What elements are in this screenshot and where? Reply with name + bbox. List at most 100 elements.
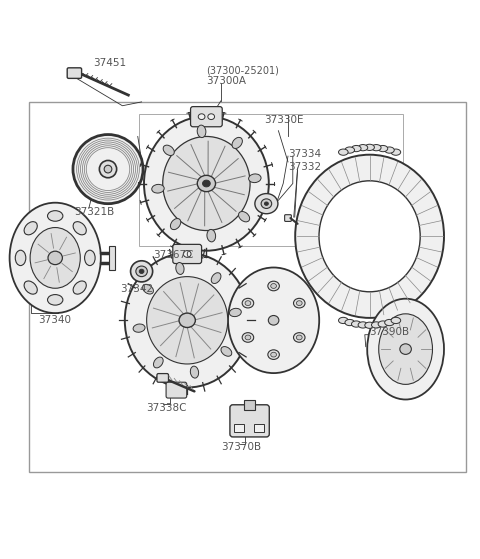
Ellipse shape	[239, 211, 250, 222]
Ellipse shape	[147, 277, 228, 364]
Ellipse shape	[245, 335, 251, 340]
Ellipse shape	[338, 149, 348, 155]
FancyBboxPatch shape	[230, 405, 269, 437]
Ellipse shape	[10, 203, 101, 313]
Ellipse shape	[268, 281, 279, 291]
Ellipse shape	[271, 352, 276, 357]
Ellipse shape	[351, 321, 361, 327]
Ellipse shape	[242, 299, 254, 308]
Ellipse shape	[131, 261, 153, 282]
Ellipse shape	[15, 250, 26, 266]
Text: 37342: 37342	[120, 284, 153, 294]
Ellipse shape	[365, 322, 374, 328]
Ellipse shape	[208, 114, 215, 120]
Ellipse shape	[30, 228, 80, 288]
Ellipse shape	[242, 333, 254, 342]
Ellipse shape	[338, 318, 348, 324]
Ellipse shape	[207, 229, 216, 242]
Ellipse shape	[48, 211, 63, 221]
FancyBboxPatch shape	[157, 373, 168, 382]
Ellipse shape	[319, 181, 420, 292]
Ellipse shape	[372, 145, 381, 151]
Ellipse shape	[296, 301, 302, 306]
Text: 37321B: 37321B	[74, 207, 115, 217]
Ellipse shape	[197, 125, 206, 138]
Ellipse shape	[144, 116, 269, 250]
FancyBboxPatch shape	[285, 215, 291, 221]
Text: 37332: 37332	[288, 162, 321, 172]
Ellipse shape	[24, 222, 37, 235]
Ellipse shape	[293, 333, 305, 342]
Ellipse shape	[400, 344, 411, 354]
Text: 37338C: 37338C	[146, 403, 187, 413]
Ellipse shape	[268, 315, 279, 325]
Ellipse shape	[245, 301, 251, 306]
Ellipse shape	[99, 160, 117, 178]
Ellipse shape	[391, 149, 401, 155]
Ellipse shape	[351, 145, 361, 151]
Ellipse shape	[384, 147, 394, 153]
Text: 37300A: 37300A	[206, 76, 246, 86]
Ellipse shape	[229, 309, 241, 316]
Ellipse shape	[296, 335, 302, 340]
Ellipse shape	[163, 145, 174, 155]
Ellipse shape	[84, 250, 95, 266]
Bar	[29, 102, 466, 471]
Ellipse shape	[268, 350, 279, 359]
Bar	[109, 246, 115, 270]
Ellipse shape	[48, 251, 62, 264]
Text: (37300-25201): (37300-25201)	[206, 65, 279, 75]
Ellipse shape	[73, 281, 86, 294]
Ellipse shape	[211, 273, 221, 283]
Ellipse shape	[271, 283, 276, 288]
Ellipse shape	[391, 318, 401, 324]
Ellipse shape	[249, 174, 261, 183]
FancyBboxPatch shape	[191, 107, 222, 127]
Ellipse shape	[358, 145, 368, 151]
Ellipse shape	[203, 180, 210, 187]
Ellipse shape	[372, 322, 381, 328]
Ellipse shape	[104, 165, 112, 173]
Ellipse shape	[73, 222, 86, 235]
Ellipse shape	[365, 144, 374, 150]
Ellipse shape	[378, 145, 388, 151]
Ellipse shape	[183, 250, 191, 257]
Bar	[254, 424, 264, 432]
Text: 37370B: 37370B	[221, 443, 261, 452]
Ellipse shape	[152, 184, 164, 193]
Ellipse shape	[293, 299, 305, 308]
Ellipse shape	[163, 136, 250, 230]
Ellipse shape	[133, 324, 145, 332]
FancyBboxPatch shape	[166, 382, 187, 398]
FancyBboxPatch shape	[67, 68, 82, 78]
Ellipse shape	[295, 155, 444, 318]
Ellipse shape	[228, 268, 319, 373]
Ellipse shape	[139, 269, 144, 273]
Ellipse shape	[136, 266, 147, 277]
Ellipse shape	[384, 319, 394, 326]
Ellipse shape	[154, 357, 163, 368]
Ellipse shape	[73, 135, 143, 203]
FancyBboxPatch shape	[173, 244, 202, 263]
Ellipse shape	[125, 253, 250, 387]
Ellipse shape	[179, 313, 195, 328]
Ellipse shape	[345, 319, 355, 326]
Bar	[244, 400, 255, 410]
Ellipse shape	[198, 114, 205, 120]
Text: 37390B: 37390B	[370, 328, 410, 337]
Bar	[234, 424, 244, 432]
Text: 37334: 37334	[288, 149, 321, 159]
Ellipse shape	[367, 299, 444, 400]
Ellipse shape	[379, 314, 432, 385]
Ellipse shape	[24, 281, 37, 294]
Ellipse shape	[345, 147, 355, 153]
Ellipse shape	[197, 176, 216, 192]
Ellipse shape	[232, 138, 242, 149]
Ellipse shape	[255, 193, 278, 214]
Ellipse shape	[170, 219, 181, 230]
Ellipse shape	[221, 347, 232, 356]
Text: 37330E: 37330E	[264, 115, 303, 125]
Bar	[139, 114, 403, 246]
Ellipse shape	[143, 285, 154, 294]
Text: 37340: 37340	[38, 315, 72, 325]
